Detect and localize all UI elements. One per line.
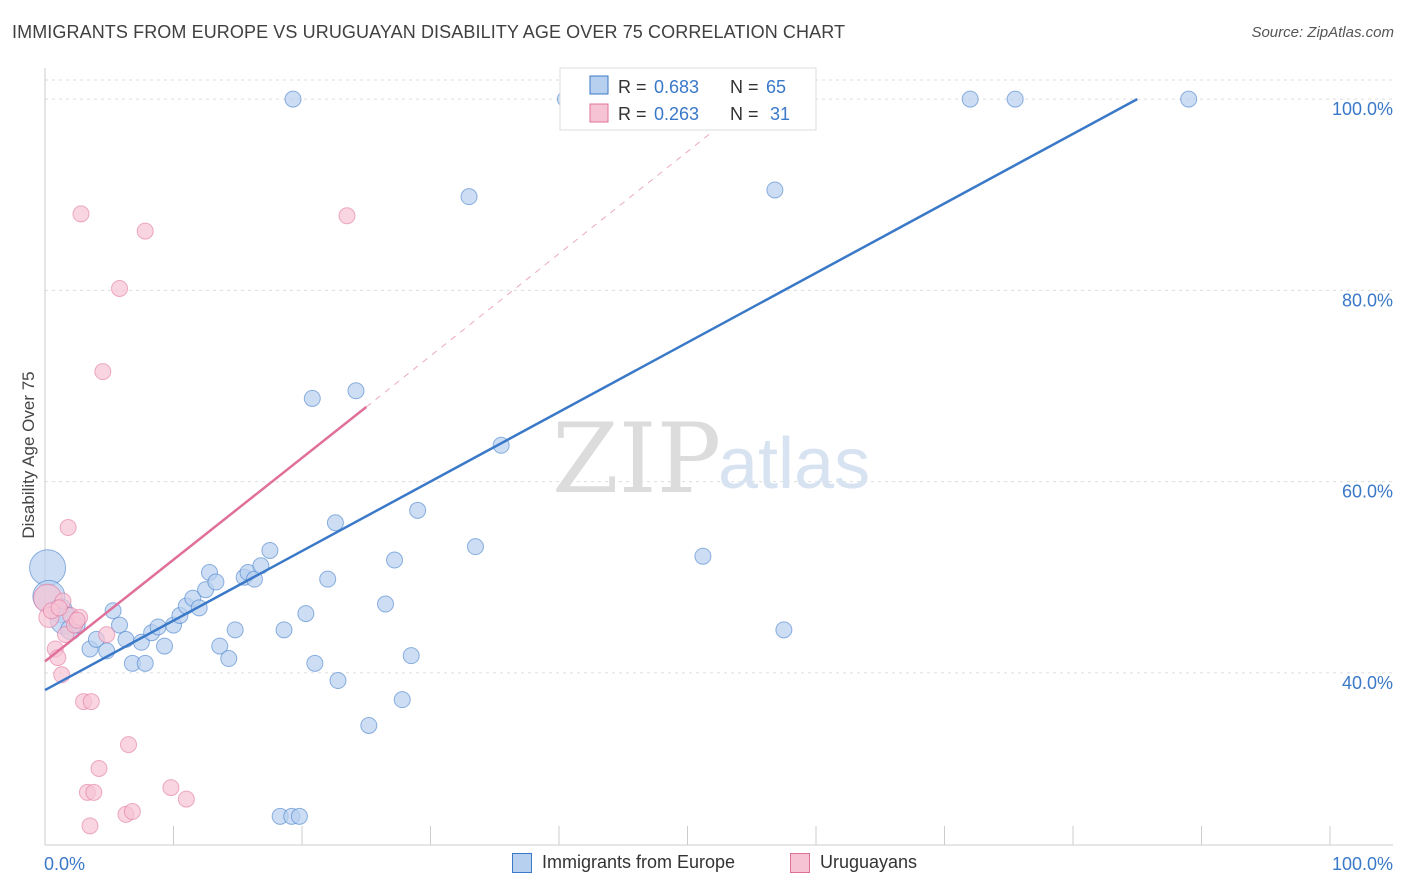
uruguayans-point-20 (111, 279, 129, 297)
uruguayans-trend-line (44, 406, 368, 663)
europe-point-49 (393, 691, 411, 709)
europe-point-48 (386, 551, 404, 569)
europe-point-37 (284, 90, 302, 108)
legend-label-uruguayans: Uruguayans (820, 852, 918, 872)
europe-point-10 (111, 616, 129, 634)
x-tick-label-min: 0.0% (44, 854, 85, 874)
europe-point-17 (156, 637, 174, 655)
europe-point-47 (377, 595, 395, 613)
uruguayans-point-27 (338, 207, 356, 225)
legend-r-label-2: R = (618, 104, 647, 124)
uruguayans-point-19 (98, 626, 116, 644)
watermark-zip: ZIP (552, 403, 721, 515)
legend-r-value-2: 0.263 (654, 104, 699, 124)
y-tick-label-3: 100.0% (1332, 99, 1393, 119)
watermark: ZIP atlas (552, 403, 870, 515)
y-axis-label: Disability Age Over 75 (19, 371, 38, 538)
uruguayans-point-7 (59, 519, 77, 537)
europe-point-46 (360, 716, 378, 734)
legend-r-label-1: R = (618, 77, 647, 97)
europe-trend-line (44, 98, 1138, 692)
europe-point-50 (402, 647, 420, 665)
uruguayans-point-17 (90, 760, 108, 777)
europe-point-60 (961, 90, 979, 108)
legend-swatch-europe (512, 852, 532, 873)
europe-point-38 (290, 807, 308, 825)
y-tick-label-0: 40.0% (1342, 673, 1393, 693)
legend-item-europe: Immigrants from Europe (512, 852, 735, 873)
legend-n-value-2: 31 (770, 104, 790, 124)
uruguayans-point-22 (120, 736, 138, 754)
uruguayans-point-11 (72, 205, 90, 223)
legend-r-value-1: 0.683 (654, 77, 699, 97)
europe-point-59 (775, 621, 793, 639)
europe-point-14 (136, 654, 154, 672)
europe-point-25 (207, 573, 225, 591)
chart-title: IMMIGRANTS FROM EUROPE VS URUGUAYAN DISA… (12, 22, 846, 42)
uruguayans-trend-extension (365, 79, 778, 408)
legend-n-label-1: N = (730, 77, 759, 97)
legend-label-europe: Immigrants from Europe (542, 852, 736, 872)
data-points (29, 90, 1198, 835)
uruguayans-point-30 (68, 611, 86, 629)
legend-box: R = 0.683 N = 65 R = 0.263 N = 31 (559, 67, 817, 131)
europe-point-9 (104, 602, 122, 620)
europe-point-45 (347, 382, 365, 400)
axes (44, 68, 1393, 846)
legend-n-label-2: N = (730, 104, 759, 124)
uruguayans-point-29 (50, 599, 68, 617)
europe-point-61 (1006, 90, 1024, 108)
europe-point-35 (275, 621, 293, 639)
uruguayans-point-23 (123, 803, 141, 821)
source-label: Source: ZipAtlas.com (1251, 24, 1394, 41)
europe-point-40 (303, 389, 321, 407)
europe-point-26 (211, 637, 229, 655)
uruguayans-point-25 (162, 779, 180, 797)
europe-point-58 (766, 181, 784, 199)
legend-swatch-blue (589, 75, 609, 95)
y-tick-labels: 40.0% 60.0% 80.0% 100.0% (1332, 99, 1393, 693)
europe-point-43 (326, 514, 344, 532)
x-tick-label-max: 100.0% (1332, 854, 1393, 874)
legend-n-value-1: 65 (766, 77, 786, 97)
europe-point-39 (297, 605, 315, 623)
europe-point-27 (220, 650, 238, 668)
europe-point-53 (466, 538, 484, 556)
europe-point-42 (319, 570, 337, 588)
europe-point-33 (261, 541, 279, 559)
uruguayans-point-14 (81, 817, 99, 835)
uruguayans-point-26 (177, 790, 195, 808)
y-tick-label-2: 80.0% (1342, 290, 1393, 310)
europe-point-44 (329, 672, 347, 690)
europe-point-56 (694, 547, 712, 565)
europe-point-62 (1180, 90, 1198, 108)
uruguayans-point-18 (94, 363, 112, 381)
y-tick-label-1: 60.0% (1342, 482, 1393, 502)
legend-swatch-uruguayans (790, 852, 810, 873)
europe-point-51 (409, 501, 427, 519)
uruguayans-point-16 (85, 783, 103, 801)
trend-lines (44, 79, 1138, 692)
europe-point-41 (306, 654, 324, 672)
legend-swatch-pink (589, 103, 609, 123)
europe-point-52 (460, 188, 478, 206)
europe-point-28 (226, 621, 244, 639)
legend-item-uruguayans: Uruguayans (790, 852, 917, 873)
uruguayans-point-15 (82, 693, 100, 711)
uruguayans-point-24 (136, 222, 154, 240)
watermark-atlas: atlas (718, 424, 870, 504)
